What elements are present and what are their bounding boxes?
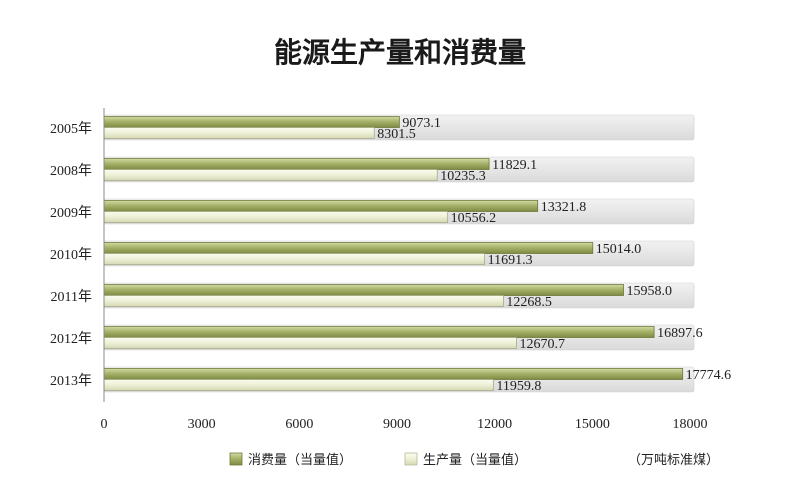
- legend: 消费量（当量值） 生产量（当量值） （万吨标准煤）: [229, 452, 719, 468]
- category-label: 2008年: [50, 163, 92, 179]
- consumption-bar: [103, 242, 594, 254]
- production-bar: [103, 295, 504, 307]
- x-tick-label: 9000: [383, 417, 411, 432]
- production-bar: [103, 211, 449, 223]
- consumption-bar: [103, 158, 490, 170]
- consumption-value-label: 11829.1: [492, 158, 537, 173]
- x-tick-label: 0: [101, 417, 108, 432]
- legend-swatch-production: [404, 452, 418, 466]
- production-value-label: 8301.5: [377, 127, 416, 142]
- x-tick-label: 15000: [575, 417, 610, 432]
- production-bar: [103, 127, 375, 139]
- legend-swatch-consumption: [229, 452, 243, 466]
- production-bar: [103, 253, 486, 265]
- consumption-value-label: 16897.6: [657, 326, 703, 341]
- x-tick-label: 18000: [673, 417, 708, 432]
- production-bar: [103, 337, 517, 349]
- consumption-value-label: 15014.0: [596, 242, 642, 257]
- consumption-value-label: 15958.0: [627, 284, 673, 299]
- category-label: 2005年: [50, 121, 92, 137]
- consumption-bar: [103, 326, 655, 338]
- category-label: 2012年: [50, 331, 92, 347]
- production-value-label: 10556.2: [451, 211, 497, 226]
- legend-label-consumption: 消费量（当量值）: [248, 452, 352, 468]
- unit-label: （万吨标准煤）: [628, 453, 719, 468]
- category-label: 2011年: [51, 289, 92, 305]
- consumption-bar: [103, 200, 539, 212]
- production-value-label: 10235.3: [440, 169, 486, 184]
- x-tick-label: 6000: [285, 417, 313, 432]
- production-value-label: 12670.7: [520, 337, 566, 352]
- chart-title: 能源生产量和消费量: [274, 36, 526, 69]
- category-label: 2009年: [50, 205, 92, 221]
- consumption-bar: [103, 284, 624, 296]
- production-value-label: 11691.3: [488, 253, 533, 268]
- consumption-value-label: 13321.8: [541, 200, 587, 215]
- consumption-bar: [103, 368, 684, 380]
- consumption-value-label: 9073.1: [402, 116, 441, 131]
- legend-label-production: 生产量（当量值）: [423, 452, 527, 468]
- production-bar: [103, 379, 494, 391]
- x-tick-label: 3000: [188, 417, 216, 432]
- category-label: 2013年: [50, 373, 92, 389]
- x-tick-label: 12000: [477, 417, 512, 432]
- production-value-label: 11959.8: [496, 379, 541, 394]
- category-label: 2010年: [50, 247, 92, 263]
- production-value-label: 12268.5: [506, 295, 552, 310]
- production-bar: [103, 169, 438, 181]
- consumption-bar: [103, 116, 400, 128]
- consumption-value-label: 17774.6: [686, 368, 732, 383]
